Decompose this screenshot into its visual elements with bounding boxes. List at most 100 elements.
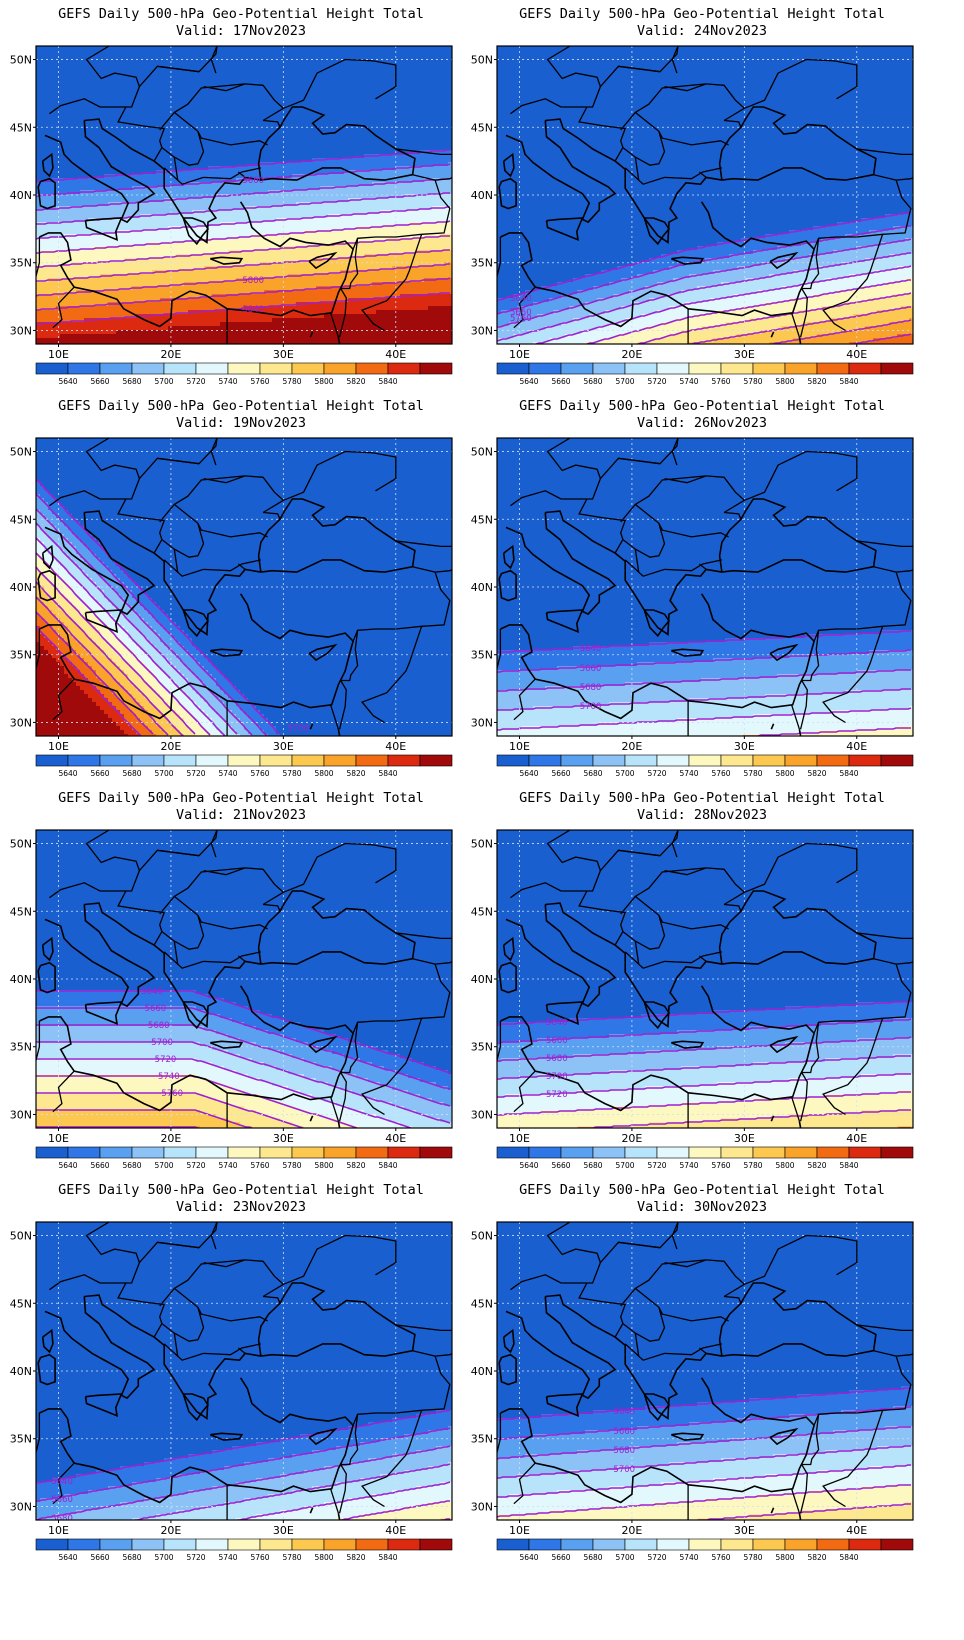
- lat-label: 30N: [471, 324, 493, 337]
- colorbar-swatch: [68, 1539, 100, 1550]
- lon-label: 10E: [509, 740, 530, 753]
- colorbar-swatch: [68, 755, 100, 766]
- colorbar-swatch: [689, 1539, 721, 1550]
- colorbar-swatch: [881, 1539, 913, 1550]
- colorbar-swatch: [721, 755, 753, 766]
- contour-label: 5680: [613, 1446, 635, 1456]
- colorbar-label: 5780: [743, 1161, 762, 1170]
- colorbar-swatch: [849, 1147, 881, 1158]
- colorbar-label: 5840: [839, 377, 858, 386]
- contour-label: 5760: [161, 1089, 183, 1099]
- map-panel: GEFS Daily 500-hPa Geo-Potential Height …: [461, 1176, 943, 1586]
- colorbar-swatch: [881, 755, 913, 766]
- colorbar-swatch: [689, 363, 721, 374]
- contour-label: 5640: [580, 644, 602, 654]
- colorbar-label: 5680: [122, 377, 141, 386]
- lat-label: 35N: [471, 257, 493, 270]
- colorbar-label: 5740: [218, 377, 237, 386]
- lon-label: 20E: [621, 1524, 642, 1537]
- colorbar-swatch: [753, 363, 785, 374]
- colorbar-swatch: [324, 363, 356, 374]
- colorbar-label: 5800: [314, 377, 333, 386]
- lat-label: 35N: [10, 1041, 32, 1054]
- lon-label: 30E: [273, 1524, 294, 1537]
- colorbar-swatch: [100, 1539, 132, 1550]
- lat-label: 30N: [471, 716, 493, 729]
- map-panel: GEFS Daily 500-hPa Geo-Potential Height …: [461, 392, 943, 802]
- colorbar-swatch: [260, 755, 292, 766]
- country-borders: [913, 46, 941, 118]
- lat-label: 40N: [471, 189, 493, 202]
- colorbar-swatch: [36, 1539, 68, 1550]
- contour-label: 5700: [580, 702, 602, 712]
- colorbar-label: 5720: [647, 377, 666, 386]
- colorbar-swatch: [593, 1539, 625, 1550]
- colorbar-label: 5660: [90, 1553, 109, 1562]
- contour-label: 5680: [51, 1514, 73, 1524]
- colorbar-swatch: [36, 755, 68, 766]
- colorbar-label: 5820: [807, 377, 826, 386]
- colorbar-swatch: [657, 1147, 689, 1158]
- colorbar-label: 5660: [551, 769, 570, 778]
- colorbar: 5640 5660 5680 5700 5720 5740 5760 5780 5800 5820…: [36, 755, 452, 778]
- colorbar-swatch: [324, 1147, 356, 1158]
- colorbar-swatch: [657, 755, 689, 766]
- colorbar-label: 5760: [250, 1161, 269, 1170]
- lat-label: 35N: [471, 1433, 493, 1446]
- lon-label: 20E: [160, 740, 181, 753]
- colorbar-label: 5840: [378, 1553, 397, 1562]
- colorbar-swatch: [324, 755, 356, 766]
- lat-label: 45N: [10, 121, 32, 134]
- colorbar-label: 5740: [218, 769, 237, 778]
- lat-label: 40N: [10, 581, 32, 594]
- colorbar-swatch: [561, 1147, 593, 1158]
- colorbar-label: 5700: [154, 377, 173, 386]
- colorbar-label: 5720: [647, 769, 666, 778]
- colorbar-swatch: [529, 755, 561, 766]
- lon-label: 10E: [48, 1132, 69, 1145]
- colorbar-swatch: [817, 1147, 849, 1158]
- colorbar-swatch: [36, 1147, 68, 1158]
- lat-label: 40N: [10, 973, 32, 986]
- map-panel: GEFS Daily 500-hPa Geo-Potential Height …: [0, 0, 482, 410]
- colorbar-label: 5820: [346, 377, 365, 386]
- colorbar: 5640 5660 5680 5700 5720 5740 5760 5780 5800 5820…: [497, 1539, 913, 1562]
- contour-label: 5680: [148, 1021, 170, 1031]
- lat-label: 40N: [10, 1365, 32, 1378]
- colorbar-swatch: [753, 1147, 785, 1158]
- lat-label: 40N: [471, 973, 493, 986]
- colorbar-swatch: [388, 755, 420, 766]
- colorbar-label: 5760: [711, 377, 730, 386]
- lat-label: 40N: [471, 581, 493, 594]
- lon-label: 20E: [621, 1132, 642, 1145]
- colorbar: 5640 5660 5680 5700 5720 5740 5760 5780 5800 5820…: [36, 363, 452, 386]
- colorbar-swatch: [497, 1147, 529, 1158]
- lat-label: 35N: [471, 1041, 493, 1054]
- colorbar-swatch: [228, 1539, 260, 1550]
- colorbar-label: 5840: [378, 1161, 397, 1170]
- lat-label: 40N: [10, 189, 32, 202]
- colorbar-swatch: [68, 363, 100, 374]
- lon-label: 30E: [734, 1524, 755, 1537]
- lon-label: 20E: [160, 348, 181, 361]
- colorbar-swatch: [196, 1147, 228, 1158]
- colorbar-swatch: [593, 755, 625, 766]
- colorbar-label: 5780: [282, 377, 301, 386]
- lon-label: 10E: [509, 1132, 530, 1145]
- colorbar-swatch: [753, 755, 785, 766]
- lon-label: 30E: [273, 1132, 294, 1145]
- map-panel: GEFS Daily 500-hPa Geo-Potential Height …: [0, 784, 482, 1194]
- colorbar-label: 5820: [807, 1161, 826, 1170]
- colorbar-label: 5760: [711, 769, 730, 778]
- colorbar-swatch: [817, 755, 849, 766]
- lon-label: 10E: [509, 348, 530, 361]
- colorbar-swatch: [132, 1147, 164, 1158]
- colorbar-swatch: [625, 363, 657, 374]
- colorbar-label: 5720: [186, 1161, 205, 1170]
- contour-label: 5660: [242, 176, 264, 186]
- colorbar-label: 5780: [743, 1553, 762, 1562]
- lon-label: 40E: [385, 740, 406, 753]
- height-fill: [497, 1222, 914, 1523]
